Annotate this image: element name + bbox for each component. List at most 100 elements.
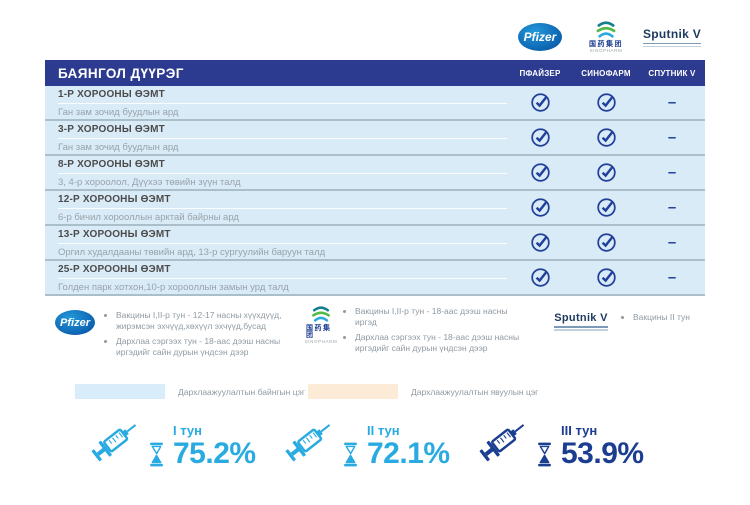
- row-cells: –: [507, 197, 705, 218]
- column-header-pfizer: ПФАЙЗЕР: [519, 68, 561, 78]
- hourglass-icon: [536, 440, 553, 469]
- pfizer-check-icon: [530, 127, 551, 148]
- pfizer-logo: Pfizer: [518, 23, 562, 51]
- table-row: 12-Р ХОРООНЫ ӨЭМТ 6-р бичил хорооллын ар…: [45, 191, 705, 226]
- row-text: 8-Р ХОРООНЫ ӨЭМТ 3, 4-р хороолол, Дүүхээ…: [45, 157, 507, 188]
- sinopharm-logo-en: SINOPHARM: [589, 47, 623, 53]
- pfizer-legend: Pfizer Вакцины I,II-р тун - 12-17 насны …: [55, 310, 313, 362]
- stat-label: II тун: [367, 423, 400, 439]
- sinopharm-check-icon: [596, 162, 617, 183]
- table-row: 25-Р ХОРООНЫ ӨЭМТ Голден парк хотхон,10-…: [45, 261, 705, 296]
- row-title: 1-Р ХОРООНЫ ӨЭМТ: [58, 87, 507, 104]
- row-subtitle: 6-р бичил хорооллын арктай байрны ард: [58, 212, 239, 223]
- pfizer-check-icon: [530, 232, 551, 253]
- sinopharm-check-icon: [596, 127, 617, 148]
- sputnik-legend-logo: Sputnik V: [550, 312, 612, 331]
- row-subtitle: 3, 4-р хороолол, Дүүхээ төвийн зүүн талд: [58, 177, 241, 188]
- sputnik-tagline-line: [554, 329, 608, 331]
- legend-item: Вакцины I,II-р тун - 18-аас дээш насны и…: [355, 306, 520, 329]
- row-text: 13-Р ХОРООНЫ ӨЭМТ Оргил худалдааны төвий…: [45, 227, 507, 258]
- stat-text: II тун 72.1%: [367, 423, 450, 470]
- stat-text: I тун 75.2%: [173, 423, 256, 469]
- legend-item: Вакцины II тун: [633, 312, 690, 323]
- legend-item: Дархлаа сэргээх тун - 18-аас дээш насны …: [355, 332, 520, 355]
- syringe-icon: [84, 412, 146, 470]
- permanent-point-swatch: [75, 384, 165, 399]
- sinopharm-check-icon: [596, 232, 617, 253]
- brand-logo-row: Pfizer 国药集团 SINOPHARM Sputnik V: [507, 15, 705, 59]
- sputnik-legend-list: Вакцины II тун: [621, 312, 690, 331]
- sputnik-dash-icon: –: [667, 269, 677, 286]
- pfizer-check-icon: [530, 197, 551, 218]
- sinopharm-check-icon: [596, 267, 617, 288]
- dose1-stat: I тун 75.2%: [84, 412, 256, 470]
- mobile-point-swatch: [308, 384, 398, 399]
- row-cells: –: [507, 127, 705, 148]
- table-row: 13-Р ХОРООНЫ ӨЭМТ Оргил худалдааны төвий…: [45, 226, 705, 261]
- dose3-stat: III тун 53.9%: [472, 412, 644, 470]
- sputnik-tagline-line: [642, 42, 701, 45]
- pfizer-check-icon: [530, 92, 551, 113]
- sinopharm-legend: 国药集团 SINOPHARM Вакцины I,II-р тун - 18-а…: [304, 306, 520, 358]
- sinopharm-legend-list: Вакцины I,II-р тун - 18-аас дээш насны и…: [343, 306, 520, 358]
- stat-value: 72.1%: [367, 437, 450, 470]
- row-subtitle: Оргил худалдааны төвийн ард, 13-р сургуу…: [58, 247, 326, 258]
- legend-item: Вакцины I,II-р тун - 12-17 насны хүүхдүү…: [116, 310, 313, 333]
- row-cells: –: [507, 232, 705, 253]
- row-title: 25-Р ХОРООНЫ ӨЭМТ: [58, 262, 507, 279]
- row-title: 13-Р ХОРООНЫ ӨЭМТ: [58, 227, 507, 244]
- column-headers: ПФАЙЗЕР СИНОФАРМ СПУТНИК V: [507, 69, 705, 78]
- point-legend-label: Дархлаажуулалтын байнгын цэг: [178, 386, 305, 397]
- pfizer-legend-logo: Pfizer: [55, 310, 95, 335]
- pfizer-legend-list: Вакцины I,II-р тун - 12-17 насны хүүхдүү…: [104, 310, 313, 362]
- pfizer-logo-text: Pfizer: [60, 316, 90, 329]
- table-row: 8-Р ХОРООНЫ ӨЭМТ 3, 4-р хороолол, Дүүхээ…: [45, 156, 705, 191]
- dose2-stat: II тун 72.1%: [278, 412, 450, 470]
- row-title: 3-Р ХОРООНЫ ӨЭМТ: [58, 122, 507, 139]
- syringe-icon: [278, 412, 340, 470]
- sputnik-tagline-line: [642, 45, 701, 48]
- sputnik-dash-icon: –: [667, 94, 677, 111]
- row-subtitle: Ган зам зочид буудлын ард: [58, 107, 179, 118]
- sputnik-legend: Sputnik V Вакцины II тун: [550, 312, 690, 331]
- column-header-sinopharm: СИНОФАРМ: [581, 68, 631, 78]
- table-row: 3-Р ХОРООНЫ ӨЭМТ Ган зам зочид буудлын а…: [45, 121, 705, 156]
- legend-item: Дархлаа сэргээх тун - 18-аас дээш насны …: [116, 336, 313, 359]
- sinopharm-logo-cn: 国药集团: [589, 40, 623, 48]
- point-legend-mobile: Дархлаажуулалтын явуулын цэг: [308, 384, 538, 399]
- row-text: 1-Р ХОРООНЫ ӨЭМТ Ган зам зочид буудлын а…: [45, 87, 507, 118]
- sinopharm-logo: 国药集团 SINOPHARM: [589, 21, 623, 54]
- sputnik-logo: Sputnik V: [643, 27, 701, 48]
- sputnik-tagline-lines: [642, 42, 701, 48]
- row-cells: –: [507, 92, 705, 113]
- sinopharm-legend-logo: 国药集团 SINOPHARM: [304, 306, 338, 358]
- point-legend-label: Дархлаажуулалтын явуулын цэг: [411, 386, 539, 397]
- sinopharm-swirl-icon: [593, 21, 619, 39]
- row-text: 3-Р ХОРООНЫ ӨЭМТ Ган зам зочид буудлын а…: [45, 122, 507, 153]
- syringe-icon: [472, 412, 534, 470]
- hourglass-icon: [148, 440, 165, 469]
- row-title: 8-Р ХОРООНЫ ӨЭМТ: [58, 157, 507, 174]
- stat-label: I тун: [173, 423, 202, 439]
- sputnik-dash-icon: –: [667, 234, 677, 251]
- sinopharm-logo-cn: 国药集团: [306, 325, 332, 339]
- sputnik-dash-icon: –: [667, 129, 677, 146]
- sputnik-tagline-lines: [554, 326, 608, 331]
- row-subtitle: Голден парк хотхон,10-р хорооллын замын …: [58, 282, 289, 293]
- pfizer-logo-text: Pfizer: [523, 30, 557, 44]
- stat-text: III тун 53.9%: [561, 423, 644, 470]
- sputnik-dash-icon: –: [667, 199, 677, 216]
- stat-label: III тун: [561, 423, 598, 439]
- sputnik-logo-text: Sputnik V: [642, 26, 702, 41]
- sinopharm-logo-en: SINOPHARM: [304, 339, 338, 344]
- pfizer-check-icon: [530, 267, 551, 288]
- pfizer-check-icon: [530, 162, 551, 183]
- table-row: 1-Р ХОРООНЫ ӨЭМТ Ган зам зочид буудлын а…: [45, 86, 705, 121]
- row-title: 12-Р ХОРООНЫ ӨЭМТ: [58, 192, 507, 209]
- column-header-sputnik: СПУТНИК V: [648, 68, 696, 78]
- sputnik-tagline-line: [554, 326, 608, 328]
- row-text: 12-Р ХОРООНЫ ӨЭМТ 6-р бичил хорооллын ар…: [45, 192, 507, 223]
- vaccination-points-table: 1-Р ХОРООНЫ ӨЭМТ Ган зам зочид буудлын а…: [45, 86, 705, 296]
- stat-value: 53.9%: [561, 437, 644, 470]
- point-legend-permanent: Дархлаажуулалтын байнгын цэг: [75, 384, 305, 399]
